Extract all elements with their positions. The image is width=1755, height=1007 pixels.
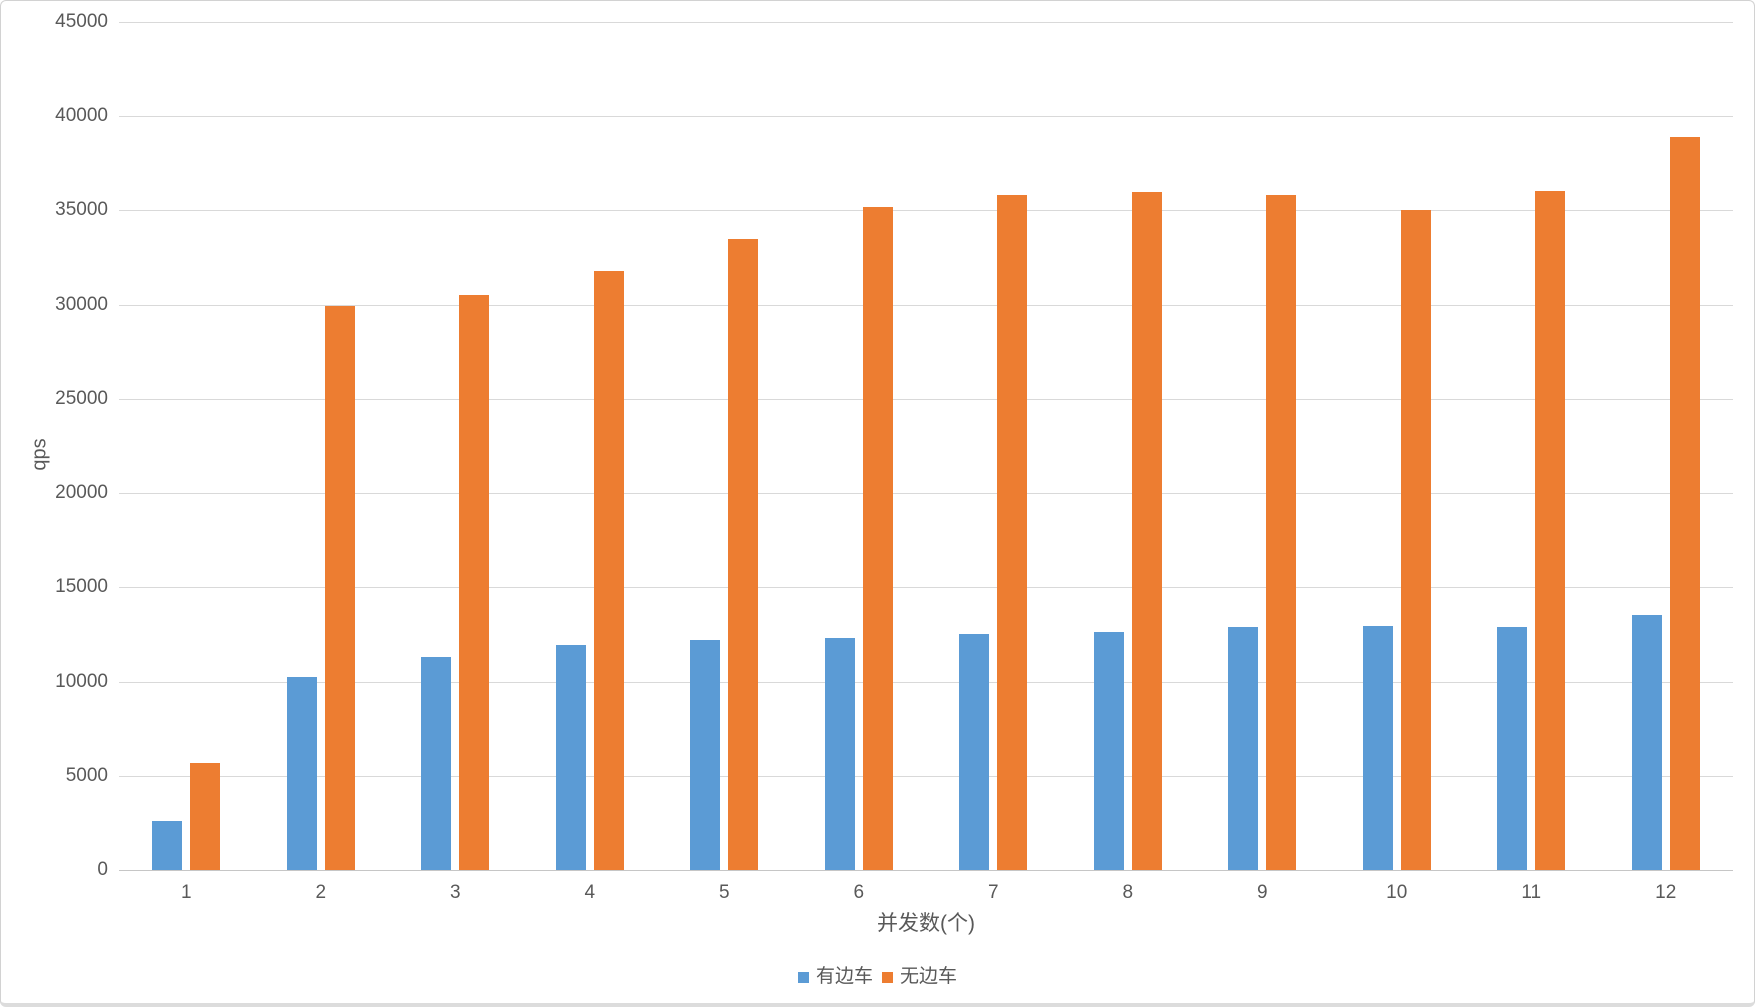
legend-label-without-sidecar: 无边车 bbox=[900, 966, 958, 987]
y-tick-label: 15000 bbox=[55, 576, 108, 598]
x-tick-label: 11 bbox=[1521, 882, 1542, 903]
bar-without-sidecar-12 bbox=[1669, 136, 1700, 870]
x-tick-label: 9 bbox=[1256, 882, 1268, 903]
legend: 有边车 无边车 bbox=[1, 965, 1754, 989]
bar-with-sidecar-4 bbox=[555, 644, 586, 870]
bar-with-sidecar-8 bbox=[1093, 631, 1124, 870]
bar-with-sidecar-12 bbox=[1631, 614, 1662, 870]
x-tick-label: 1 bbox=[180, 882, 192, 903]
legend-label-with-sidecar: 有边车 bbox=[815, 966, 873, 987]
gridline bbox=[119, 398, 1733, 400]
bar-with-sidecar-9 bbox=[1228, 626, 1259, 870]
plot-area bbox=[119, 22, 1733, 871]
bar-without-sidecar-6 bbox=[862, 206, 893, 870]
legend-item-without-sidecar: 无边车 bbox=[882, 965, 957, 989]
bar-with-sidecar-1 bbox=[152, 821, 183, 870]
gridline bbox=[119, 116, 1733, 118]
y-tick-label: 20000 bbox=[55, 482, 108, 504]
bar-with-sidecar-6 bbox=[824, 638, 855, 870]
gridline bbox=[119, 304, 1733, 306]
bar-with-sidecar-5 bbox=[690, 640, 721, 870]
y-tick-label: 10000 bbox=[55, 670, 108, 692]
y-tick-label: 30000 bbox=[55, 293, 108, 315]
x-tick-label: 8 bbox=[1122, 882, 1134, 903]
bar-without-sidecar-3 bbox=[459, 295, 490, 870]
x-tick-label: 2 bbox=[315, 882, 327, 903]
gridline bbox=[119, 493, 1733, 495]
bar-without-sidecar-11 bbox=[1535, 190, 1566, 870]
gridline bbox=[119, 775, 1733, 777]
bar-with-sidecar-11 bbox=[1497, 626, 1528, 870]
y-tick-label: 0 bbox=[97, 859, 108, 880]
x-tick-label: 4 bbox=[584, 882, 596, 903]
gridline bbox=[119, 210, 1733, 212]
y-axis-title: qps bbox=[28, 438, 51, 471]
gridline bbox=[119, 681, 1733, 683]
x-tick-label: 6 bbox=[853, 882, 865, 903]
y-tick-label: 5000 bbox=[65, 764, 108, 786]
y-tick-label: 40000 bbox=[55, 105, 108, 127]
bar-without-sidecar-4 bbox=[593, 270, 624, 870]
bar-with-sidecar-3 bbox=[421, 657, 452, 870]
x-tick-label: 10 bbox=[1386, 882, 1408, 903]
bar-without-sidecar-2 bbox=[324, 305, 355, 870]
legend-item-with-sidecar: 有边车 bbox=[797, 965, 873, 989]
bar-with-sidecar-7 bbox=[959, 633, 990, 870]
bar-without-sidecar-5 bbox=[728, 238, 759, 870]
x-tick-label: 7 bbox=[987, 882, 999, 903]
bar-with-sidecar-2 bbox=[286, 676, 317, 870]
gridline bbox=[119, 587, 1733, 589]
y-tick-label: 45000 bbox=[55, 11, 108, 32]
bar-without-sidecar-10 bbox=[1400, 210, 1431, 870]
legend-swatch-without-sidecar bbox=[882, 971, 893, 983]
y-tick-label: 25000 bbox=[55, 387, 108, 409]
x-tick-label: 3 bbox=[449, 882, 461, 903]
x-tick-label: 12 bbox=[1655, 882, 1677, 903]
y-tick-label: 35000 bbox=[55, 199, 108, 221]
bar-without-sidecar-7 bbox=[997, 195, 1028, 870]
x-axis-title: 并发数(个) bbox=[877, 912, 975, 935]
bar-without-sidecar-8 bbox=[1131, 191, 1162, 870]
x-axis-baseline bbox=[119, 870, 1733, 871]
bar-without-sidecar-9 bbox=[1266, 195, 1297, 870]
bar-without-sidecar-1 bbox=[190, 762, 221, 870]
bar-with-sidecar-10 bbox=[1362, 625, 1393, 870]
x-tick-label: 5 bbox=[718, 882, 730, 903]
gridline bbox=[119, 22, 1733, 23]
legend-swatch-with-sidecar bbox=[797, 971, 809, 983]
